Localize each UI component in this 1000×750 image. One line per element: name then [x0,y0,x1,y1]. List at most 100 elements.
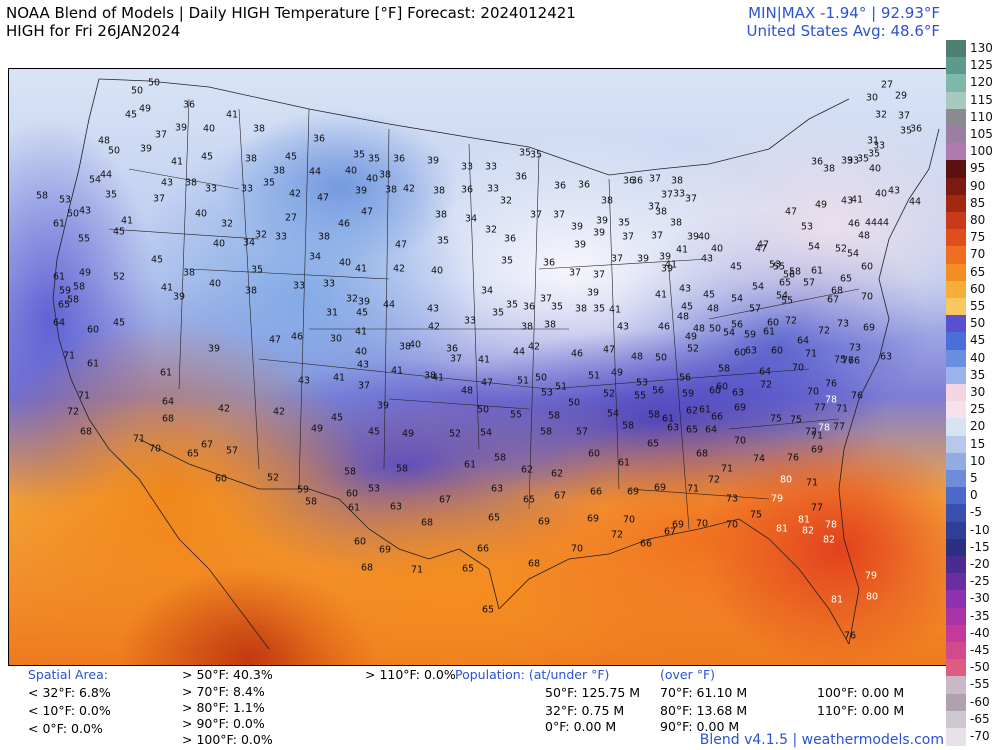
colorbar-tick-label: -35 [970,608,990,623]
colorbar-swatch [946,418,966,437]
station-value: 41 [390,365,404,377]
stat-gt80: > 80°F: 1.1% [182,700,265,715]
summary-box: MIN|MAX -1.94° | 92.93°F United States A… [747,4,940,40]
station-value: 56 [678,372,692,384]
station-value: 65 [57,299,71,311]
colorbar-swatch [946,263,966,282]
station-value: 39 [139,143,153,155]
station-value: 33 [204,183,218,195]
station-value: 72 [66,406,80,418]
station-value: 53 [367,483,381,495]
station-value: 60 [214,473,228,485]
station-value: 54 [479,427,493,439]
station-value: 40 [212,238,226,250]
station-value: 41 [332,372,346,384]
station-value: 72 [817,325,831,337]
station-value: 42 [392,263,406,275]
station-value: 35 [518,147,532,159]
colorbar-tick-label: 130 [970,41,993,55]
colorbar-tick-label: -45 [970,643,990,657]
station-value: 46 [337,218,351,230]
station-value: 33 [460,161,474,173]
station-value: 38 [252,123,266,135]
station-value: 72 [759,379,773,391]
station-value: 36 [810,156,824,168]
station-value: 40 [208,278,222,290]
station-value: 70 [570,543,584,555]
station-value: 67 [200,439,214,451]
station-value: 60 [860,261,874,273]
station-value: 53 [635,377,649,389]
station-value: 60 [86,324,100,336]
station-value: 54 [807,241,821,253]
station-value: 82 [822,534,836,546]
station-value: 66 [476,543,490,555]
station-value: 69 [810,444,824,456]
west-coastline [52,78,270,650]
stat-gt90: > 90°F: 0.0% [182,716,265,731]
station-value: 38 [317,231,331,243]
station-value: 35 [352,149,366,161]
station-value: 43 [78,205,92,217]
station-value: 35 [899,125,913,137]
colorbar-swatch [946,349,966,368]
station-value: 48 [460,385,474,397]
station-value: 35 [592,303,606,315]
station-value: 39 [376,400,390,412]
colorbar-swatch [946,487,966,505]
station-value: 73 [848,342,862,354]
colorbar-tick-label: -25 [970,574,990,589]
station-value: 56 [730,319,744,331]
colorbar-swatch [946,366,966,385]
station-value: 61 [347,502,361,514]
station-value: 63 [731,387,745,399]
station-value: 37 [449,353,463,365]
station-value: 41 [850,194,864,206]
station-value: 69 [537,516,551,528]
station-value: 49 [138,103,152,115]
station-value: 52 [602,388,616,400]
colorbar-swatch [946,452,966,471]
station-value: 35 [436,235,450,247]
station-value: 37 [529,209,543,221]
colorbar-tick-label: -10 [970,522,990,537]
colorbar-swatch [946,693,966,712]
station-value: 68 [830,285,844,297]
station-value: 67 [663,526,677,538]
station-value: 42 [402,183,416,195]
station-value: 38 [423,370,437,382]
station-value: 39 [660,263,674,275]
station-value: 45 [150,254,164,266]
station-value: 64 [704,424,718,436]
station-value: 60 [345,488,359,500]
station-value: 70 [733,435,747,447]
station-value: 36 [503,233,517,245]
colorbar-tick-label: 115 [970,92,993,107]
station-value: 37 [152,193,166,205]
station-value: 50 [66,208,80,220]
colorbar-swatch [946,280,966,299]
pop-50: 50°F: 125.75 M [545,685,641,700]
station-value: 72 [707,474,721,486]
population-over-header: (over °F) [660,667,716,682]
station-value: 63 [744,345,758,357]
station-value: 71 [835,403,849,415]
temperature-map[interactable]: 50 50 49 45 36 41 37 39 40 38 36 35 35 36 39 33 33 35 35 48… [8,68,948,666]
station-value: 27 [284,212,298,224]
colorbar-tick-label: -15 [970,539,990,554]
station-value: 36 [445,343,459,355]
station-value: 70 [806,386,820,398]
brand-footer[interactable]: Blend v4.1.5 | weathermodels.com [699,732,944,748]
station-value: 37 [647,201,661,213]
station-value: 38 [184,177,198,189]
colorbar-swatch [946,521,966,540]
station-value: 45 [284,151,298,163]
station-value: 62 [685,405,699,417]
station-value: 45 [330,412,344,424]
station-value: 78 [824,519,838,531]
station-value: 81 [797,514,811,526]
station-value: 33 [463,315,477,327]
station-value: 45 [112,317,126,329]
station-value: 58 [343,466,357,478]
station-value: 68 [161,413,175,425]
